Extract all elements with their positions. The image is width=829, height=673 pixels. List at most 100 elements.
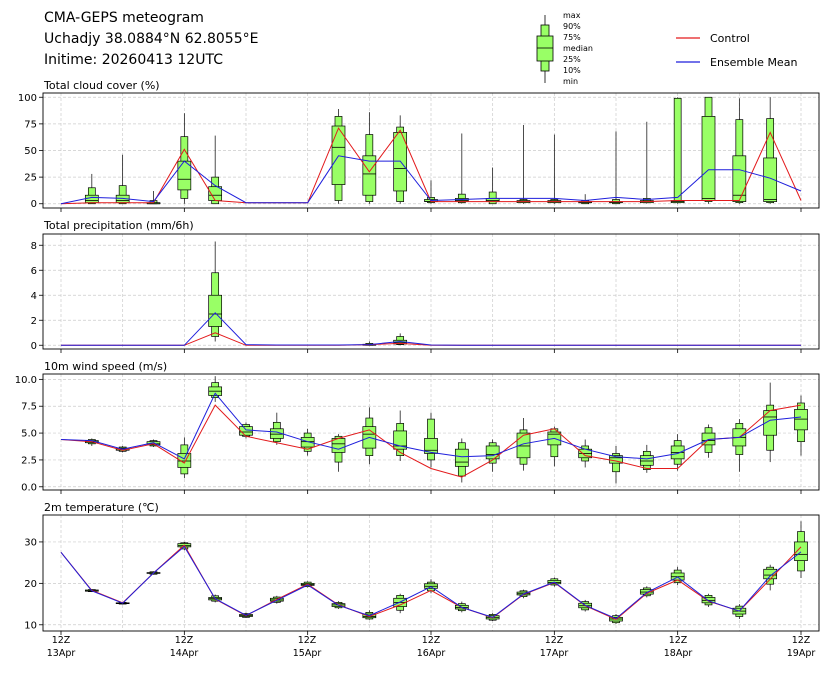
x-tick-label-1-date: 14Apr — [170, 648, 199, 659]
boxplot-legend-min: min — [563, 77, 578, 86]
panel-3: 10 20 30 — [24, 514, 820, 635]
box-21 — [701, 96, 716, 204]
y-tick-label: 0 — [31, 341, 37, 352]
box-15 — [516, 418, 531, 471]
y-tick-label: 0.0 — [21, 482, 37, 493]
box-5 — [208, 241, 223, 342]
box-19 — [639, 121, 654, 204]
box-inner — [239, 426, 253, 436]
panel-1: 0 2 4 6 8 — [31, 233, 820, 353]
box-23 — [763, 97, 778, 204]
x-tick-label-6-time: 12Z — [792, 635, 811, 646]
box-11 — [393, 410, 408, 461]
box-11 — [393, 593, 408, 614]
box-inner — [177, 160, 192, 191]
y-tick-label: 2.5 — [21, 455, 37, 466]
boxplot-legend-inner-box — [536, 35, 554, 62]
x-tick-label-6-date: 19Apr — [787, 648, 816, 659]
box-outer — [118, 185, 127, 205]
boxplot-legend-median-label: median — [563, 44, 593, 53]
x-tick-label-2-date: 15Apr — [293, 648, 322, 659]
boxplot-legend-p25: 25% — [563, 55, 581, 64]
y-tick-label: 6 — [31, 266, 37, 277]
box-10 — [362, 407, 377, 465]
box-inner — [454, 448, 469, 467]
y-tick-label: 25 — [24, 173, 37, 184]
y-tick-label: 2 — [31, 316, 37, 327]
mean-line — [60, 155, 802, 205]
box-outer — [673, 97, 682, 204]
box-22 — [732, 98, 747, 204]
box-inner — [331, 125, 346, 185]
legend-control-label: Control — [710, 32, 750, 45]
box-23 — [763, 564, 778, 591]
box-20 — [670, 434, 685, 471]
y-tick-label: 10.0 — [15, 375, 37, 386]
panel-temp-title: 2m temperature (℃) — [44, 501, 159, 514]
mean-line — [61, 312, 801, 346]
y-tick-label: 7.5 — [21, 402, 37, 413]
box-24 — [794, 521, 808, 578]
x-tick-label-4-date: 17Apr — [540, 648, 569, 659]
box-inner — [794, 541, 808, 561]
box-inner — [732, 155, 747, 202]
box-5 — [208, 135, 223, 205]
box-inner — [331, 438, 346, 453]
y-tick-label: 5.0 — [21, 429, 37, 440]
boxplot-legend-p75: 75% — [563, 33, 581, 42]
x-tick-label-5-date: 18Apr — [664, 648, 693, 659]
location-line: Uchadjy 38.0884°N 62.8055°E — [44, 31, 258, 47]
x-tick-label-4-time: 12Z — [545, 635, 564, 646]
box-11 — [393, 115, 408, 204]
box-inner — [763, 157, 778, 202]
panel-2: 0.0 2.5 5.0 7.5 10.0 — [15, 373, 820, 494]
boxplot-legend-p10: 10% — [563, 66, 581, 75]
x-tick-label-0-time: 12Z — [52, 635, 71, 646]
box-17 — [578, 439, 593, 468]
box-1 — [84, 173, 99, 205]
box-inner — [794, 409, 808, 431]
panel-wind-title: 10m wind speed (m/s) — [44, 360, 167, 373]
box-17 — [578, 194, 593, 205]
control-line — [60, 544, 802, 620]
box-23 — [763, 382, 778, 463]
y-tick-label: 75 — [24, 119, 37, 130]
box-10 — [362, 112, 377, 204]
box-inner — [639, 455, 654, 466]
y-tick-label: 0 — [31, 199, 37, 210]
box-13 — [454, 133, 469, 204]
figure-title: CMA-GEPS meteogram — [44, 10, 204, 26]
box-12 — [424, 412, 438, 468]
y-tick-label: 20 — [24, 579, 37, 590]
x-tick-label-3-time: 12Z — [422, 635, 441, 646]
panel-cloud-title: Total cloud cover (%) — [43, 79, 160, 92]
y-tick-label: 30 — [24, 537, 37, 548]
box-16 — [547, 134, 562, 204]
x-tick-label-1-time: 12Z — [175, 635, 194, 646]
x-tick-label-5-time: 12Z — [669, 635, 688, 646]
panels: 0 25 50 75 100 0 2 4 6 8 0.0 2.5 5.0 7.5 10.0 10 20 30 — [15, 92, 820, 635]
y-tick-label: 10 — [24, 620, 37, 631]
y-tick-label: 100 — [18, 93, 37, 104]
line-legend: Control Ensemble Mean — [676, 32, 797, 69]
box-inner — [146, 441, 161, 446]
control-line — [60, 127, 802, 205]
y-tick-label: 50 — [24, 146, 37, 157]
box-15 — [516, 124, 531, 204]
box-20 — [670, 97, 685, 204]
legend-mean-label: Ensemble Mean — [710, 56, 797, 69]
x-tick-label-3-date: 16Apr — [417, 648, 446, 659]
panel-0: 0 25 50 75 100 — [18, 92, 820, 212]
mean-line — [60, 545, 802, 620]
x-tick-label-2-time: 12Z — [298, 635, 317, 646]
box-inner — [84, 194, 99, 204]
boxplot-legend: max 90% 75% median 25% 10% min — [536, 11, 593, 86]
x-axis-labels: 12Z 13Apr 12Z 14Apr 12Z 15Apr 12Z 16Apr … — [47, 635, 816, 659]
x-tick-label-0-date: 13Apr — [47, 648, 76, 659]
box-18 — [609, 131, 623, 205]
box-2 — [115, 154, 130, 205]
box-4 — [177, 113, 192, 204]
boxplot-legend-p90: 90% — [563, 22, 581, 31]
box-13 — [454, 438, 469, 483]
